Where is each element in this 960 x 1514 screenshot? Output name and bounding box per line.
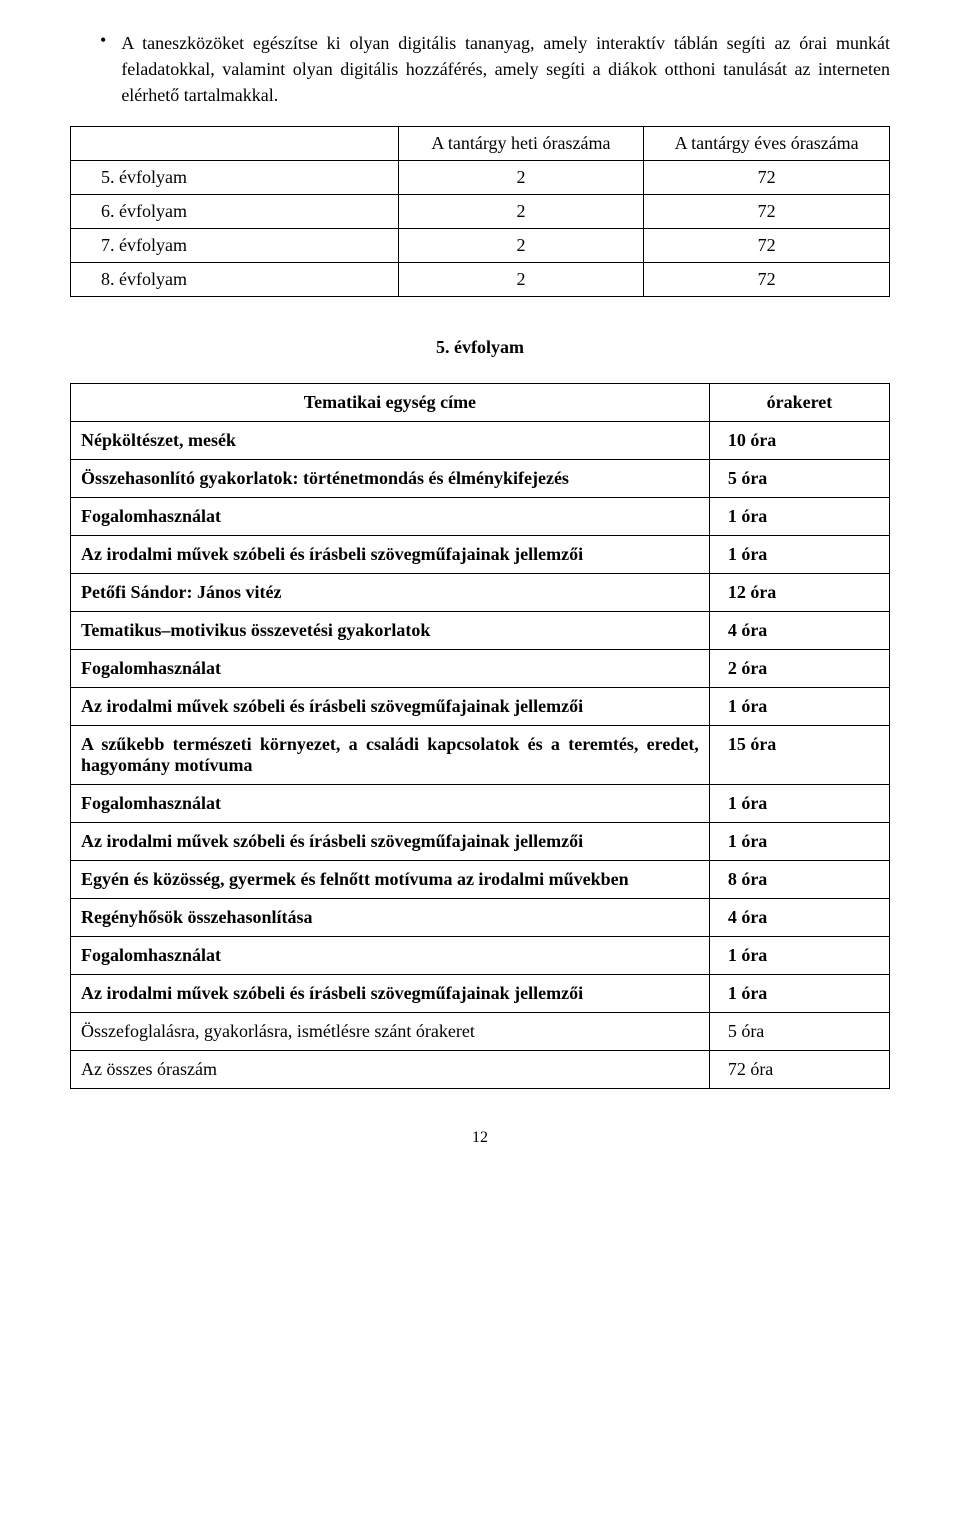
unit-hours: 1 óra xyxy=(709,975,889,1013)
weekly-hours: 2 xyxy=(398,195,644,229)
unit-hours: 5 óra xyxy=(709,1013,889,1051)
section-heading: 5. évfolyam xyxy=(70,337,890,358)
table-row: Fogalomhasználat 1 óra xyxy=(71,937,890,975)
table-row: Az irodalmi művek szóbeli és írásbeli sz… xyxy=(71,688,890,726)
unit-hours: 1 óra xyxy=(709,688,889,726)
unit-hours: 1 óra xyxy=(709,498,889,536)
table-row: Fogalomhasználat 1 óra xyxy=(71,498,890,536)
table-row: Összehasonlító gyakorlatok: történetmond… xyxy=(71,460,890,498)
table-row: Regényhősök összehasonlítása 4 óra xyxy=(71,899,890,937)
table-row: Petőfi Sándor: János vitéz 12 óra xyxy=(71,574,890,612)
table-header-row: A tantárgy heti óraszáma A tantárgy éves… xyxy=(71,127,890,161)
unit-title: Összehasonlító gyakorlatok: történetmond… xyxy=(71,460,710,498)
unit-hours: 1 óra xyxy=(709,785,889,823)
table-row: Az irodalmi művek szóbeli és írásbeli sz… xyxy=(71,823,890,861)
yearly-hours: 72 xyxy=(644,263,890,297)
weekly-hours: 2 xyxy=(398,161,644,195)
intro-text: A taneszközöket egészítse ki olyan digit… xyxy=(121,30,890,108)
table-row: Tematikus–motivikus összevetési gyakorla… xyxy=(71,612,890,650)
unit-title: Fogalomhasználat xyxy=(71,498,710,536)
unit-title: Fogalomhasználat xyxy=(71,785,710,823)
weekly-hours: 2 xyxy=(398,229,644,263)
table-row: Az irodalmi művek szóbeli és írásbeli sz… xyxy=(71,536,890,574)
thematic-table: Tematikai egység címe órakeret Népköltés… xyxy=(70,383,890,1089)
unit-title: Az irodalmi művek szóbeli és írásbeli sz… xyxy=(71,688,710,726)
table-row: Az összes óraszám 72 óra xyxy=(71,1051,890,1089)
table-row: 7. évfolyam 2 72 xyxy=(71,229,890,263)
unit-hours: 5 óra xyxy=(709,460,889,498)
unit-title: Regényhősök összehasonlítása xyxy=(71,899,710,937)
unit-hours: 12 óra xyxy=(709,574,889,612)
unit-hours: 1 óra xyxy=(709,823,889,861)
table-row: Fogalomhasználat 2 óra xyxy=(71,650,890,688)
table-row: Fogalomhasználat 1 óra xyxy=(71,785,890,823)
bullet-dot: • xyxy=(100,30,106,108)
unit-hours: 8 óra xyxy=(709,861,889,899)
unit-hours: 1 óra xyxy=(709,536,889,574)
table-row: A szűkebb természeti környezet, a család… xyxy=(71,726,890,785)
unit-title: Az irodalmi művek szóbeli és írásbeli sz… xyxy=(71,823,710,861)
unit-title: Petőfi Sándor: János vitéz xyxy=(71,574,710,612)
table-row: 6. évfolyam 2 72 xyxy=(71,195,890,229)
intro-bullet: • A taneszközöket egészítse ki olyan dig… xyxy=(100,30,890,108)
grade-label: 7. évfolyam xyxy=(71,229,399,263)
grade-label: 5. évfolyam xyxy=(71,161,399,195)
unit-title: Összefoglalásra, gyakorlásra, ismétlésre… xyxy=(71,1013,710,1051)
table-row: Népköltészet, mesék 10 óra xyxy=(71,422,890,460)
header-weekly: A tantárgy heti óraszáma xyxy=(398,127,644,161)
thematic-hours-header: órakeret xyxy=(709,384,889,422)
hours-table: A tantárgy heti óraszáma A tantárgy éves… xyxy=(70,126,890,297)
table-row: 8. évfolyam 2 72 xyxy=(71,263,890,297)
unit-title: Az összes óraszám xyxy=(71,1051,710,1089)
header-blank xyxy=(71,127,399,161)
unit-title: Az irodalmi művek szóbeli és írásbeli sz… xyxy=(71,536,710,574)
unit-title: Tematikus–motivikus összevetési gyakorla… xyxy=(71,612,710,650)
header-yearly: A tantárgy éves óraszáma xyxy=(644,127,890,161)
unit-hours: 4 óra xyxy=(709,612,889,650)
yearly-hours: 72 xyxy=(644,195,890,229)
unit-hours: 2 óra xyxy=(709,650,889,688)
grade-label: 6. évfolyam xyxy=(71,195,399,229)
unit-title: Fogalomhasználat xyxy=(71,650,710,688)
grade-label: 8. évfolyam xyxy=(71,263,399,297)
unit-title: Népköltészet, mesék xyxy=(71,422,710,460)
table-row: Az irodalmi művek szóbeli és írásbeli sz… xyxy=(71,975,890,1013)
yearly-hours: 72 xyxy=(644,161,890,195)
table-row: 5. évfolyam 2 72 xyxy=(71,161,890,195)
yearly-hours: 72 xyxy=(644,229,890,263)
unit-title: Fogalomhasználat xyxy=(71,937,710,975)
table-row: Egyén és közösség, gyermek és felnőtt mo… xyxy=(71,861,890,899)
table-row: Összefoglalásra, gyakorlásra, ismétlésre… xyxy=(71,1013,890,1051)
unit-hours: 15 óra xyxy=(709,726,889,785)
unit-hours: 72 óra xyxy=(709,1051,889,1089)
unit-hours: 10 óra xyxy=(709,422,889,460)
unit-title: Egyén és közösség, gyermek és felnőtt mo… xyxy=(71,861,710,899)
unit-title: A szűkebb természeti környezet, a család… xyxy=(71,726,710,785)
unit-hours: 4 óra xyxy=(709,899,889,937)
thematic-header-row: Tematikai egység címe órakeret xyxy=(71,384,890,422)
unit-title: Az irodalmi művek szóbeli és írásbeli sz… xyxy=(71,975,710,1013)
page-number: 12 xyxy=(70,1129,890,1147)
unit-hours: 1 óra xyxy=(709,937,889,975)
weekly-hours: 2 xyxy=(398,263,644,297)
thematic-title-header: Tematikai egység címe xyxy=(71,384,710,422)
